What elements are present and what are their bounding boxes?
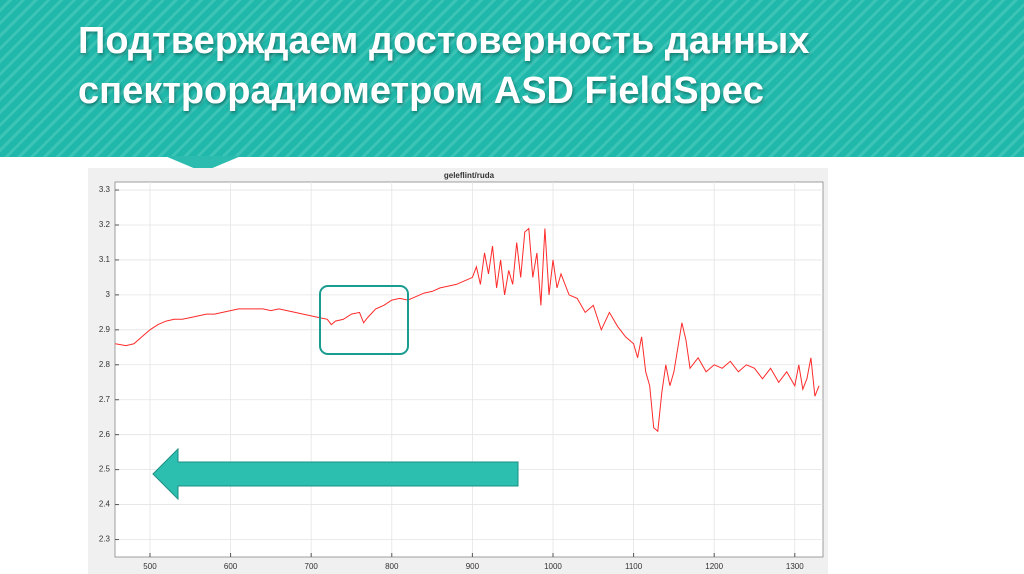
y-tick-label: 2.4 <box>99 500 111 509</box>
x-tick-label: 700 <box>305 562 319 571</box>
y-tick-label: 2.3 <box>99 535 111 544</box>
header-band <box>0 0 1024 157</box>
y-tick-label: 2.6 <box>99 430 111 439</box>
y-tick-label: 2.5 <box>99 465 111 474</box>
arrow <box>152 447 519 501</box>
y-tick-label: 3 <box>106 290 111 299</box>
x-tick-label: 500 <box>143 562 157 571</box>
chart-title: geleflint/ruda <box>444 171 495 180</box>
y-tick-label: 3.2 <box>99 220 111 229</box>
x-tick-label: 1100 <box>625 562 643 571</box>
y-tick-label: 2.9 <box>99 325 111 334</box>
x-tick-label: 1000 <box>544 562 562 571</box>
x-tick-label: 800 <box>385 562 399 571</box>
y-tick-label: 2.7 <box>99 395 111 404</box>
highlight-box <box>319 285 409 355</box>
x-tick-label: 600 <box>224 562 238 571</box>
slide-title: Подтверждаем достоверность данных <box>78 20 810 62</box>
x-tick-label: 1300 <box>786 562 804 571</box>
y-tick-label: 3.1 <box>99 255 111 264</box>
x-tick-label: 900 <box>466 562 480 571</box>
y-tick-label: 2.8 <box>99 360 111 369</box>
spectrum-line <box>115 227 820 433</box>
y-tick-label: 3.3 <box>99 185 111 194</box>
x-tick-label: 1200 <box>705 562 723 571</box>
plot-area <box>114 181 824 558</box>
slide-title: спектрорадиометром ASD FieldSpec <box>78 70 765 112</box>
